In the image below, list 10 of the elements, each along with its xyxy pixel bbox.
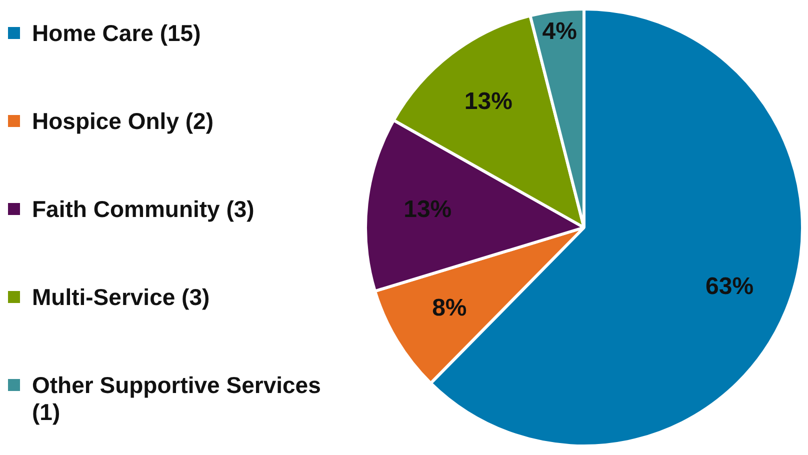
- data-label: 63%: [706, 272, 754, 300]
- data-label: 13%: [464, 88, 512, 116]
- data-label: 13%: [404, 196, 452, 224]
- legend-label: Home Care (15): [32, 20, 201, 47]
- data-label: 8%: [432, 294, 467, 322]
- legend-label: Other Supportive Services (1): [32, 372, 322, 426]
- legend-label: Multi-Service (3): [32, 284, 210, 311]
- legend-label: Faith Community (3): [32, 196, 254, 223]
- legend-label: Hospice Only (2): [32, 108, 214, 135]
- data-label: 4%: [542, 18, 577, 45]
